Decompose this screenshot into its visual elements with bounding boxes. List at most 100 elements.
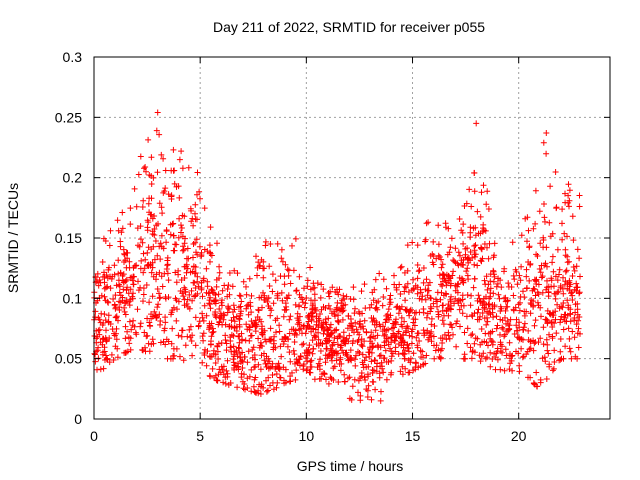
data-point: [153, 222, 160, 229]
data-point: [173, 279, 180, 286]
data-point: [355, 389, 361, 396]
data-point: [523, 308, 530, 315]
data-point: [143, 333, 150, 340]
data-point: [293, 331, 300, 338]
data-point: [286, 316, 293, 323]
data-point: [504, 303, 511, 310]
data-point: [471, 170, 478, 176]
data-point: [395, 310, 402, 317]
data-point: [201, 302, 208, 309]
data-point: [360, 325, 367, 332]
data-point: [129, 295, 136, 302]
data-point: [377, 323, 384, 330]
data-point: [96, 326, 103, 333]
data-point: [142, 344, 148, 351]
data-point: [431, 323, 438, 329]
data-point: [104, 355, 110, 362]
data-point: [525, 227, 532, 234]
data-point: [219, 321, 226, 328]
data-point: [151, 226, 158, 232]
data-point: [162, 341, 169, 348]
data-point: [475, 292, 482, 299]
data-point: [479, 228, 486, 235]
data-point: [397, 306, 404, 313]
data-point: [292, 301, 299, 308]
data-point: [134, 306, 141, 313]
data-point: [457, 252, 463, 259]
data-point: [111, 262, 118, 269]
data-point: [222, 337, 229, 343]
data-point: [194, 251, 201, 258]
data-point: [290, 267, 297, 274]
data-point: [311, 291, 318, 298]
data-point: [192, 285, 199, 291]
data-point: [516, 368, 523, 375]
data-point: [534, 253, 541, 259]
data-point: [148, 154, 155, 161]
data-point: [293, 287, 300, 294]
data-point: [302, 330, 309, 337]
data-point: [513, 316, 520, 323]
data-point: [208, 252, 215, 259]
data-point: [339, 316, 346, 323]
data-point: [485, 206, 492, 212]
data-point: [263, 295, 270, 302]
data-point: [159, 283, 166, 290]
y-tick-label: 0.1: [63, 290, 83, 306]
data-point: [460, 221, 467, 228]
data-point: [242, 337, 249, 344]
data-point: [117, 292, 124, 299]
data-point: [296, 303, 302, 310]
data-point: [218, 363, 225, 370]
data-point: [439, 345, 445, 352]
data-point: [193, 249, 199, 256]
data-point: [255, 387, 262, 394]
data-point: [123, 249, 130, 256]
data-point: [545, 350, 552, 357]
data-point: [565, 325, 572, 332]
data-point: [414, 284, 421, 291]
data-point: [320, 330, 327, 337]
data-point: [538, 313, 544, 320]
data-point: [309, 314, 316, 320]
data-point: [325, 352, 332, 359]
data-point: [406, 332, 413, 339]
data-point: [502, 346, 509, 353]
data-point: [317, 294, 324, 301]
data-point: [414, 344, 421, 351]
data-point: [483, 321, 490, 328]
data-point: [557, 336, 564, 342]
data-point: [318, 281, 325, 288]
data-point: [159, 210, 166, 217]
data-point: [97, 319, 104, 326]
data-point: [370, 379, 377, 385]
data-point: [282, 366, 289, 373]
data-point: [383, 338, 390, 344]
data-point: [469, 348, 476, 355]
data-point: [422, 286, 429, 293]
data-point: [544, 319, 551, 326]
data-point: [115, 257, 122, 264]
data-point: [276, 322, 283, 329]
data-point: [140, 269, 147, 276]
data-point: [269, 360, 276, 367]
data-point: [338, 342, 345, 349]
data-point: [100, 336, 107, 342]
data-point: [355, 308, 362, 315]
data-point: [532, 292, 539, 299]
data-point: [562, 343, 569, 350]
data-point: [212, 372, 219, 379]
data-point: [244, 302, 250, 309]
data-point: [380, 294, 387, 300]
data-point: [180, 357, 187, 364]
data-point: [108, 351, 115, 358]
data-point: [198, 286, 205, 293]
data-point: [345, 338, 352, 345]
data-point: [438, 256, 445, 263]
data-point: [122, 300, 129, 307]
data-point: [170, 220, 177, 227]
data-point: [452, 245, 459, 252]
data-point: [352, 319, 359, 326]
data-point: [325, 380, 332, 387]
